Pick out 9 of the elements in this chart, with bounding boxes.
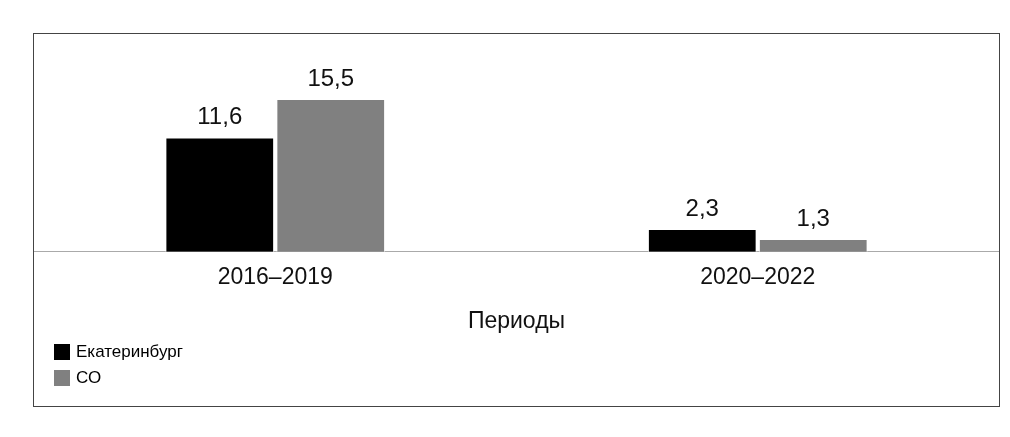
data-label: 11,6 xyxy=(197,102,243,130)
x-tick-label: 2020–2022 xyxy=(700,262,816,289)
data-label: 1,3 xyxy=(796,203,830,231)
x-tick-label: 2016–2019 xyxy=(217,262,333,289)
legend-label: Екатеринбург xyxy=(76,342,183,362)
x-axis-title: Периоды xyxy=(467,306,566,333)
legend-label: СО xyxy=(76,368,102,388)
data-label: 2,3 xyxy=(685,193,719,221)
data-label: 15,5 xyxy=(307,63,355,91)
